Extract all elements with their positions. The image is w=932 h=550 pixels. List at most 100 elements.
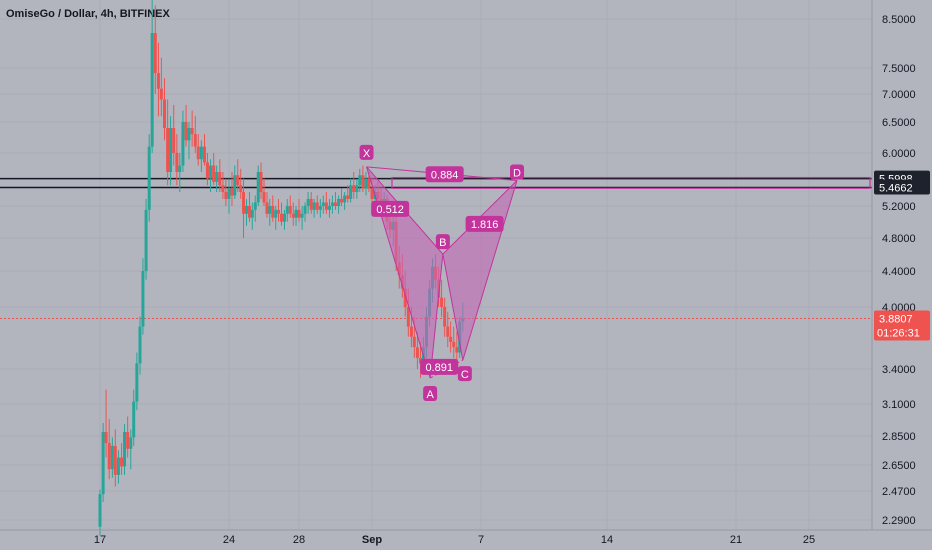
candle-body	[282, 213, 286, 222]
candle-body	[334, 202, 337, 206]
candle-body	[107, 443, 111, 470]
chart-title: OmiseGo / Dollar, 4h, BITFINEX	[6, 8, 170, 20]
candle-body	[455, 347, 459, 353]
current-price-label: 3.8807	[879, 314, 913, 326]
candle-body	[271, 206, 275, 218]
price-tick-label: 7.0000	[882, 89, 916, 101]
level-price-label-bg	[874, 179, 930, 195]
candle-body	[303, 206, 307, 214]
candle-body	[123, 432, 127, 467]
candle-body	[318, 206, 322, 210]
candle-body	[202, 146, 206, 163]
candle-body	[159, 88, 163, 100]
candle-body	[196, 146, 200, 160]
candle-body	[120, 457, 124, 467]
candle-body	[259, 171, 263, 193]
candle-body	[156, 73, 160, 89]
candle-body	[409, 326, 413, 337]
candle-body	[215, 171, 219, 182]
candle-body	[110, 445, 114, 470]
candle-body	[193, 134, 197, 147]
candle-body	[297, 209, 301, 218]
pattern-point-label-bg	[435, 234, 450, 250]
candle-body	[440, 297, 444, 307]
candle-body	[253, 202, 257, 210]
time-tick-label: 7	[478, 534, 484, 546]
pattern-point-label-d: D	[513, 168, 521, 180]
pattern-ratio-label: 0.512	[376, 204, 404, 216]
candle-body	[236, 175, 240, 186]
pattern-point-label-c: C	[461, 369, 469, 381]
candle-body	[209, 165, 213, 179]
candle-body	[340, 198, 344, 203]
candle-body	[403, 288, 407, 307]
candle-body	[104, 432, 108, 444]
harmonic-pattern-layer[interactable]: X A B C D 0.884 0.512 1.816 0.891	[359, 144, 871, 402]
candle-body	[227, 188, 231, 199]
price-tick-label: 6.0000	[882, 148, 916, 160]
candle-body	[358, 175, 362, 186]
price-tick-label: 4.8000	[882, 233, 916, 245]
candle-body	[132, 401, 136, 438]
prz-zone	[391, 176, 871, 189]
time-axis[interactable]: 17 24 28 Sep 7 14 21 25	[0, 529, 932, 546]
price-tick-label: 7.5000	[882, 63, 916, 75]
candle-body	[141, 271, 145, 327]
current-price-label-bg	[874, 310, 930, 341]
candle-body	[285, 206, 289, 214]
candle-body	[153, 33, 157, 74]
candle-body	[187, 128, 191, 141]
candle-body	[277, 209, 281, 214]
candle-body	[274, 209, 278, 218]
candle-body	[212, 165, 216, 182]
candle-body	[126, 432, 130, 449]
candle-body	[129, 437, 133, 449]
candle-body	[415, 347, 419, 358]
price-tick-label: 4.4000	[882, 266, 916, 278]
candle-body	[172, 128, 176, 153]
candle-body	[166, 128, 170, 172]
time-tick-label: 28	[293, 534, 305, 546]
candle-body	[367, 178, 371, 189]
pattern-point-label-a: A	[426, 389, 434, 401]
price-axis[interactable]: 8.5000 7.5000 7.0000 6.5000 6.0000 5.2000 4.80…	[871, 0, 932, 530]
time-tick-label: 25	[803, 534, 815, 546]
candle-body	[101, 432, 105, 495]
price-tick-label: 2.4700	[882, 486, 916, 498]
candle-body	[265, 202, 269, 214]
candle-body	[116, 457, 120, 475]
candle-body	[291, 213, 295, 218]
candle-body	[361, 175, 365, 189]
candle-body	[144, 209, 148, 271]
candle-body	[443, 307, 447, 327]
pattern-ratio-label-bg	[425, 166, 464, 183]
pattern-point-label-b: B	[439, 237, 446, 249]
candle-body	[247, 206, 251, 218]
price-axis-bg	[872, 0, 932, 530]
candle-body	[150, 33, 154, 147]
pattern-point-label-bg	[457, 366, 472, 382]
candle-body	[250, 209, 254, 218]
candle-body	[337, 198, 341, 206]
candle-body	[147, 146, 151, 210]
candle-body	[190, 128, 194, 135]
candle-body	[449, 336, 453, 342]
pattern-ratio-label-bg	[371, 200, 410, 217]
candle-body	[346, 195, 350, 199]
candle-body	[315, 202, 319, 210]
candle-body	[233, 175, 237, 196]
candle-body	[113, 445, 117, 475]
candle-body	[178, 165, 182, 172]
candle-body	[406, 307, 410, 327]
candle-body	[327, 206, 331, 210]
candle-body	[370, 188, 374, 199]
price-tick-label: 3.1000	[882, 399, 916, 411]
pattern-ratio-label: 0.884	[431, 169, 459, 181]
candle-body	[199, 146, 203, 160]
candle-body	[175, 153, 179, 172]
candle-body	[184, 122, 188, 141]
candle-body	[294, 209, 298, 218]
time-tick-label: 14	[601, 534, 613, 546]
